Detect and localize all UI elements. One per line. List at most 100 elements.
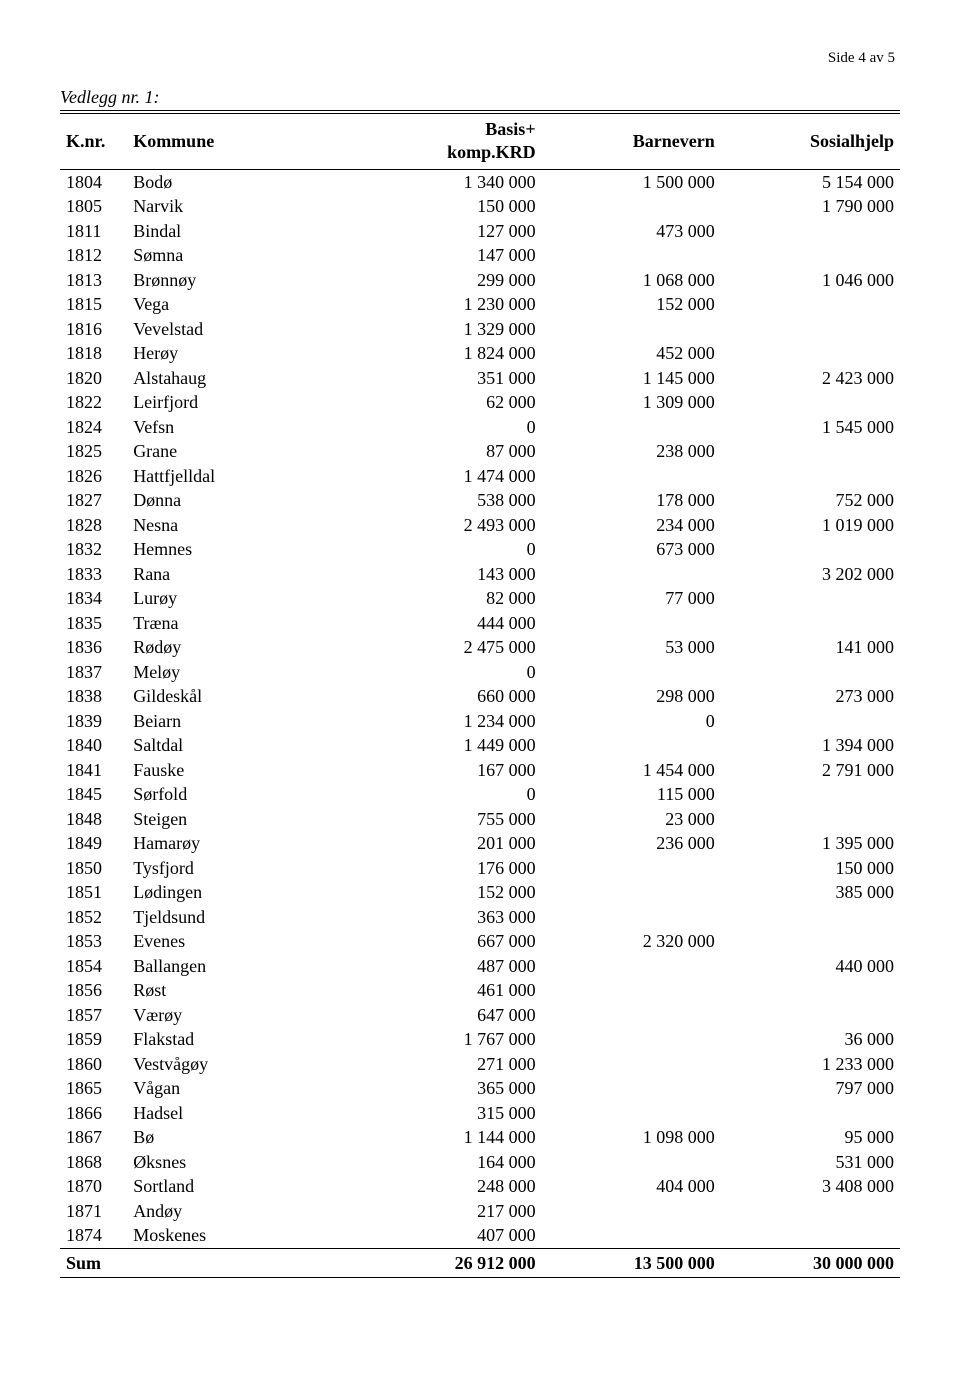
- cell-basis: 143 000: [351, 562, 541, 587]
- sum-row: Sum26 912 00013 500 00030 000 000: [60, 1248, 900, 1278]
- sum-sosialhjelp: 30 000 000: [721, 1248, 900, 1278]
- cell-kommune: Røst: [127, 978, 351, 1003]
- cell-barnevern: [542, 464, 721, 489]
- table-row: 1834Lurøy82 00077 000: [60, 586, 900, 611]
- cell-kommune: Meløy: [127, 660, 351, 685]
- cell-barnevern: 234 000: [542, 513, 721, 538]
- cell-basis: 62 000: [351, 390, 541, 415]
- cell-knr: 1813: [60, 268, 127, 293]
- cell-sosialhjelp: [721, 439, 900, 464]
- cell-kommune: Dønna: [127, 488, 351, 513]
- cell-knr: 1812: [60, 243, 127, 268]
- table-row: 1840Saltdal1 449 0001 394 000: [60, 733, 900, 758]
- cell-sosialhjelp: 1 394 000: [721, 733, 900, 758]
- cell-basis: 1 234 000: [351, 709, 541, 734]
- cell-barnevern: [542, 243, 721, 268]
- cell-sosialhjelp: 150 000: [721, 856, 900, 881]
- col-sosialhjelp: Sosialhjelp: [721, 114, 900, 170]
- cell-knr: 1804: [60, 169, 127, 194]
- table-row: 1838Gildeskål660 000298 000273 000: [60, 684, 900, 709]
- cell-kommune: Rødøy: [127, 635, 351, 660]
- col-basis: Basis+ komp.KRD: [351, 114, 541, 170]
- table-row: 1827Dønna538 000178 000752 000: [60, 488, 900, 513]
- cell-basis: 538 000: [351, 488, 541, 513]
- cell-basis: 2 475 000: [351, 635, 541, 660]
- table-row: 1832Hemnes0673 000: [60, 537, 900, 562]
- cell-sosialhjelp: [721, 537, 900, 562]
- cell-kommune: Lødingen: [127, 880, 351, 905]
- cell-barnevern: 404 000: [542, 1174, 721, 1199]
- cell-barnevern: [542, 194, 721, 219]
- cell-knr: 1866: [60, 1101, 127, 1126]
- cell-kommune: Leirfjord: [127, 390, 351, 415]
- cell-barnevern: [542, 856, 721, 881]
- cell-basis: 1 340 000: [351, 169, 541, 194]
- cell-knr: 1860: [60, 1052, 127, 1077]
- cell-basis: 1 144 000: [351, 1125, 541, 1150]
- cell-kommune: Alstahaug: [127, 366, 351, 391]
- cell-sosialhjelp: 1 545 000: [721, 415, 900, 440]
- cell-barnevern: 77 000: [542, 586, 721, 611]
- table-row: 1874Moskenes407 000: [60, 1223, 900, 1248]
- attachment-title: Vedlegg nr. 1:: [60, 87, 900, 111]
- cell-knr: 1838: [60, 684, 127, 709]
- cell-barnevern: [542, 1223, 721, 1248]
- cell-basis: 201 000: [351, 831, 541, 856]
- table-row: 1837Meløy0: [60, 660, 900, 685]
- cell-barnevern: [542, 733, 721, 758]
- cell-basis: 315 000: [351, 1101, 541, 1126]
- cell-knr: 1854: [60, 954, 127, 979]
- cell-sosialhjelp: [721, 219, 900, 244]
- cell-kommune: Sømna: [127, 243, 351, 268]
- table-row: 1848Steigen755 00023 000: [60, 807, 900, 832]
- cell-knr: 1837: [60, 660, 127, 685]
- cell-sosialhjelp: [721, 586, 900, 611]
- cell-knr: 1835: [60, 611, 127, 636]
- cell-knr: 1871: [60, 1199, 127, 1224]
- cell-barnevern: [542, 954, 721, 979]
- table-row: 1865Vågan365 000797 000: [60, 1076, 900, 1101]
- cell-barnevern: [542, 905, 721, 930]
- cell-kommune: Andøy: [127, 1199, 351, 1224]
- cell-sosialhjelp: 797 000: [721, 1076, 900, 1101]
- cell-kommune: Steigen: [127, 807, 351, 832]
- cell-sosialhjelp: 273 000: [721, 684, 900, 709]
- cell-knr: 1850: [60, 856, 127, 881]
- cell-sosialhjelp: [721, 807, 900, 832]
- cell-knr: 1845: [60, 782, 127, 807]
- cell-kommune: Fauske: [127, 758, 351, 783]
- cell-knr: 1857: [60, 1003, 127, 1028]
- cell-knr: 1818: [60, 341, 127, 366]
- cell-kommune: Vega: [127, 292, 351, 317]
- cell-basis: 164 000: [351, 1150, 541, 1175]
- cell-kommune: Tjeldsund: [127, 905, 351, 930]
- cell-barnevern: 2 320 000: [542, 929, 721, 954]
- cell-sosialhjelp: 531 000: [721, 1150, 900, 1175]
- cell-knr: 1828: [60, 513, 127, 538]
- cell-basis: 271 000: [351, 1052, 541, 1077]
- cell-knr: 1874: [60, 1223, 127, 1248]
- cell-sosialhjelp: [721, 1003, 900, 1028]
- table-row: 1841Fauske167 0001 454 0002 791 000: [60, 758, 900, 783]
- cell-basis: 1 767 000: [351, 1027, 541, 1052]
- cell-kommune: Saltdal: [127, 733, 351, 758]
- table-row: 1839Beiarn1 234 0000: [60, 709, 900, 734]
- cell-basis: 82 000: [351, 586, 541, 611]
- cell-sosialhjelp: 2 423 000: [721, 366, 900, 391]
- cell-kommune: Hattfjelldal: [127, 464, 351, 489]
- cell-basis: 217 000: [351, 1199, 541, 1224]
- cell-barnevern: [542, 660, 721, 685]
- cell-kommune: Brønnøy: [127, 268, 351, 293]
- cell-kommune: Evenes: [127, 929, 351, 954]
- col-barnevern: Barnevern: [542, 114, 721, 170]
- cell-sosialhjelp: [721, 317, 900, 342]
- cell-kommune: Moskenes: [127, 1223, 351, 1248]
- cell-barnevern: [542, 415, 721, 440]
- cell-kommune: Tysfjord: [127, 856, 351, 881]
- cell-sosialhjelp: [721, 1101, 900, 1126]
- cell-knr: 1853: [60, 929, 127, 954]
- cell-sosialhjelp: 95 000: [721, 1125, 900, 1150]
- cell-barnevern: [542, 562, 721, 587]
- cell-knr: 1867: [60, 1125, 127, 1150]
- table-row: 1820Alstahaug351 0001 145 0002 423 000: [60, 366, 900, 391]
